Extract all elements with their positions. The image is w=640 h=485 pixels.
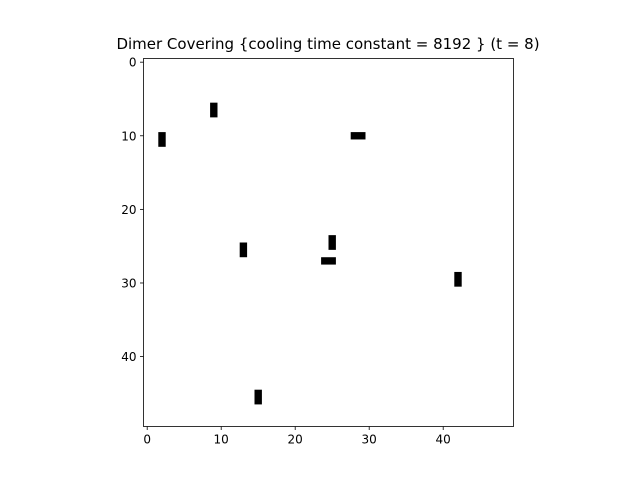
- chart-title: Dimer Covering {cooling time constant = …: [116, 35, 539, 53]
- y-tick-label-40: 40: [121, 350, 136, 364]
- dimer-layer: [158, 102, 462, 405]
- y-tick-label-30: 30: [121, 276, 136, 290]
- dimer-vertical-6: [454, 271, 462, 287]
- dimer-vertical-1: [158, 132, 166, 147]
- dimer-vertical-7: [254, 389, 262, 405]
- y-tick-label-0: 0: [129, 56, 137, 70]
- x-axis: 0 10 20 30 40: [143, 426, 451, 447]
- dimer-horizontal-2: [350, 132, 366, 140]
- dimer-vertical-0: [210, 102, 218, 118]
- x-tick-label-0: 0: [143, 433, 151, 447]
- x-tick-label-20: 20: [288, 433, 303, 447]
- y-tick-label-10: 10: [121, 129, 136, 143]
- y-axis: 0 10 20 30 40: [121, 56, 144, 364]
- y-tick-label-20: 20: [121, 203, 136, 217]
- x-tick-label-40: 40: [436, 433, 451, 447]
- x-tick-label-30: 30: [362, 433, 377, 447]
- dimer-horizontal-5: [321, 257, 336, 265]
- dimer-vertical-4: [239, 242, 248, 258]
- x-tick-label-10: 10: [214, 433, 229, 447]
- dimer-vertical-3: [328, 235, 336, 250]
